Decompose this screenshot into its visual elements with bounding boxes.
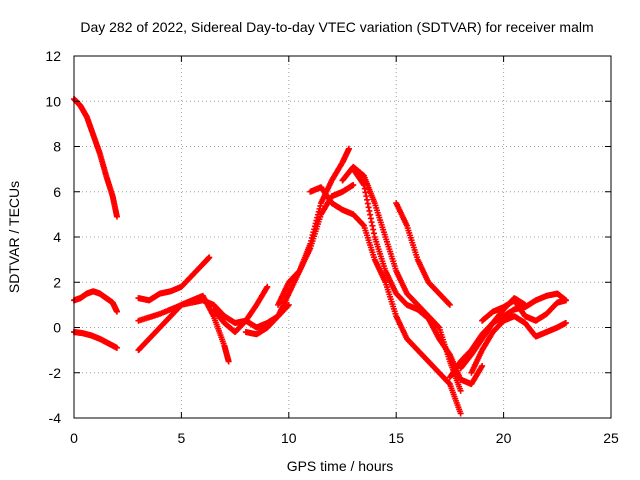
y-tick-label: -4 (49, 410, 62, 426)
data-point (350, 181, 357, 188)
x-tick-label: 15 (388, 430, 404, 446)
y-tick-label: -2 (49, 365, 62, 381)
series-track-h (242, 145, 352, 338)
x-tick-label: 10 (281, 430, 297, 446)
y-axis-ticks: -4 -2 0 2 4 6 8 10 12 (45, 48, 611, 426)
series-track-g (210, 283, 271, 336)
series-layer (71, 95, 569, 417)
y-tick-label: 10 (45, 93, 61, 109)
series-track-i (275, 181, 357, 308)
y-tick-label: 4 (53, 229, 61, 245)
data-point (479, 362, 486, 369)
y-tick-label: 2 (53, 274, 61, 290)
series-track-m (393, 200, 453, 308)
x-tick-label: 5 (178, 430, 186, 446)
series-track-j (307, 184, 464, 417)
chart-title: Day 282 of 2022, Sidereal Day-to-day VTE… (80, 19, 593, 35)
data-point (264, 283, 271, 290)
data-point (522, 301, 529, 308)
series-track-k (339, 163, 464, 394)
data-point (113, 344, 120, 351)
y-tick-label: 0 (53, 320, 61, 336)
series-track-b (71, 288, 120, 315)
data-point (206, 254, 213, 261)
series-track-q (479, 297, 569, 324)
x-tick-label: 20 (496, 430, 512, 446)
x-tick-label: 25 (603, 430, 619, 446)
data-point (113, 308, 120, 315)
x-axis-ticks: 0 5 10 15 20 25 (70, 56, 619, 446)
grid-lines (74, 56, 611, 418)
data-point (225, 358, 232, 365)
data-point (285, 301, 292, 308)
y-tick-label: 8 (53, 139, 61, 155)
data-point (562, 297, 569, 304)
x-tick-label: 0 (70, 430, 78, 446)
data-point (457, 410, 464, 417)
data-point (457, 387, 464, 394)
data-point (345, 145, 352, 152)
x-axis-title: GPS time / hours (287, 458, 394, 474)
data-point (446, 301, 453, 308)
y-tick-label: 6 (53, 184, 61, 200)
data-point (562, 319, 569, 326)
series-track-c (71, 329, 120, 351)
data-point (113, 213, 120, 220)
series-track-a (71, 95, 120, 220)
series-track-p (468, 313, 569, 376)
series-track-d (135, 254, 213, 304)
y-axis-title: SDTVAR / TECUs (6, 181, 22, 293)
y-tick-label: 12 (45, 48, 61, 64)
